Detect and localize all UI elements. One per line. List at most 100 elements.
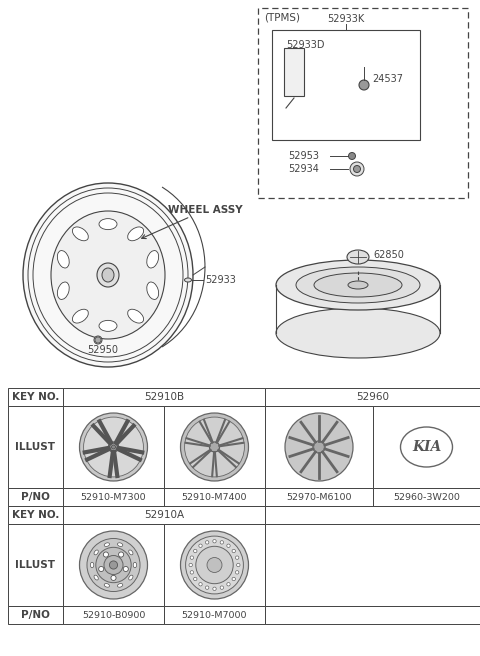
- Ellipse shape: [99, 218, 117, 230]
- Ellipse shape: [129, 575, 133, 580]
- Text: 52950: 52950: [87, 345, 119, 355]
- Text: 52934: 52934: [288, 164, 319, 174]
- Bar: [265, 388, 480, 406]
- Circle shape: [213, 587, 216, 590]
- Circle shape: [185, 417, 244, 477]
- Ellipse shape: [276, 308, 440, 358]
- Circle shape: [108, 442, 119, 452]
- Bar: [8, 606, 63, 624]
- Text: 52910-M7300: 52910-M7300: [81, 493, 146, 501]
- Text: 52910A: 52910A: [144, 510, 184, 520]
- Text: 24537: 24537: [372, 74, 403, 84]
- Text: KEY NO.: KEY NO.: [12, 510, 59, 520]
- Bar: [164, 488, 265, 506]
- Text: (TPMS): (TPMS): [264, 12, 300, 22]
- Circle shape: [350, 162, 364, 176]
- Text: 52933: 52933: [205, 275, 236, 285]
- Circle shape: [80, 531, 147, 599]
- Ellipse shape: [118, 543, 123, 546]
- Ellipse shape: [94, 336, 102, 344]
- Circle shape: [119, 552, 124, 557]
- Ellipse shape: [90, 562, 94, 567]
- Polygon shape: [276, 540, 302, 558]
- Circle shape: [213, 539, 216, 543]
- Text: 52960: 52960: [356, 392, 389, 402]
- Bar: [258, 8, 468, 198]
- Circle shape: [186, 536, 243, 594]
- Text: 52953: 52953: [288, 151, 319, 161]
- Ellipse shape: [51, 211, 165, 339]
- Bar: [63, 488, 164, 506]
- Bar: [373, 406, 480, 488]
- Bar: [373, 488, 480, 506]
- Text: ILLUST: ILLUST: [15, 442, 56, 452]
- Ellipse shape: [296, 267, 420, 303]
- Circle shape: [232, 549, 236, 553]
- Circle shape: [111, 575, 116, 581]
- Circle shape: [193, 577, 197, 581]
- Ellipse shape: [147, 282, 158, 299]
- Circle shape: [196, 546, 233, 584]
- Circle shape: [205, 586, 209, 589]
- Circle shape: [227, 583, 230, 586]
- Bar: [63, 388, 265, 406]
- Circle shape: [190, 571, 193, 574]
- Text: 52933K: 52933K: [327, 14, 365, 24]
- Ellipse shape: [314, 273, 402, 297]
- Ellipse shape: [118, 584, 123, 587]
- Text: 52960-3W200: 52960-3W200: [393, 493, 460, 501]
- Bar: [8, 388, 63, 406]
- Circle shape: [104, 556, 123, 575]
- Circle shape: [209, 442, 220, 452]
- Bar: [164, 606, 265, 624]
- Bar: [265, 488, 373, 506]
- Circle shape: [359, 80, 369, 90]
- Ellipse shape: [347, 250, 369, 264]
- Bar: [8, 406, 63, 488]
- Text: 52910-B0900: 52910-B0900: [82, 611, 145, 619]
- Circle shape: [80, 413, 147, 481]
- Ellipse shape: [104, 584, 109, 587]
- Bar: [63, 606, 164, 624]
- Ellipse shape: [99, 320, 117, 331]
- Circle shape: [235, 556, 239, 560]
- Ellipse shape: [129, 550, 133, 555]
- Circle shape: [227, 544, 230, 548]
- Ellipse shape: [58, 251, 69, 268]
- Circle shape: [207, 558, 222, 573]
- Circle shape: [87, 539, 140, 592]
- Ellipse shape: [147, 251, 158, 268]
- Circle shape: [95, 337, 101, 343]
- Bar: [284, 48, 304, 96]
- Ellipse shape: [348, 281, 368, 289]
- Text: P/NO: P/NO: [21, 610, 50, 620]
- Circle shape: [193, 549, 197, 553]
- Ellipse shape: [133, 562, 137, 567]
- Text: WHEEL ASSY: WHEEL ASSY: [142, 205, 242, 239]
- Circle shape: [199, 583, 202, 586]
- Circle shape: [205, 541, 209, 544]
- Circle shape: [232, 577, 236, 581]
- Text: P/NO: P/NO: [21, 492, 50, 502]
- Bar: [63, 406, 164, 488]
- Ellipse shape: [276, 260, 440, 310]
- Ellipse shape: [104, 543, 109, 546]
- Bar: [265, 506, 480, 524]
- Text: 62850: 62850: [373, 250, 404, 260]
- Ellipse shape: [128, 227, 144, 241]
- Circle shape: [220, 541, 224, 544]
- Circle shape: [96, 547, 131, 583]
- Ellipse shape: [184, 278, 192, 282]
- Circle shape: [313, 441, 325, 453]
- Bar: [8, 506, 63, 524]
- Text: 52910-M7000: 52910-M7000: [182, 611, 247, 619]
- Bar: [63, 506, 265, 524]
- Ellipse shape: [23, 183, 193, 367]
- Circle shape: [220, 586, 224, 589]
- Circle shape: [285, 413, 353, 481]
- Text: 52910-M7400: 52910-M7400: [182, 493, 247, 501]
- Ellipse shape: [128, 309, 144, 323]
- Circle shape: [123, 566, 128, 571]
- Bar: [63, 524, 164, 606]
- Ellipse shape: [72, 309, 88, 323]
